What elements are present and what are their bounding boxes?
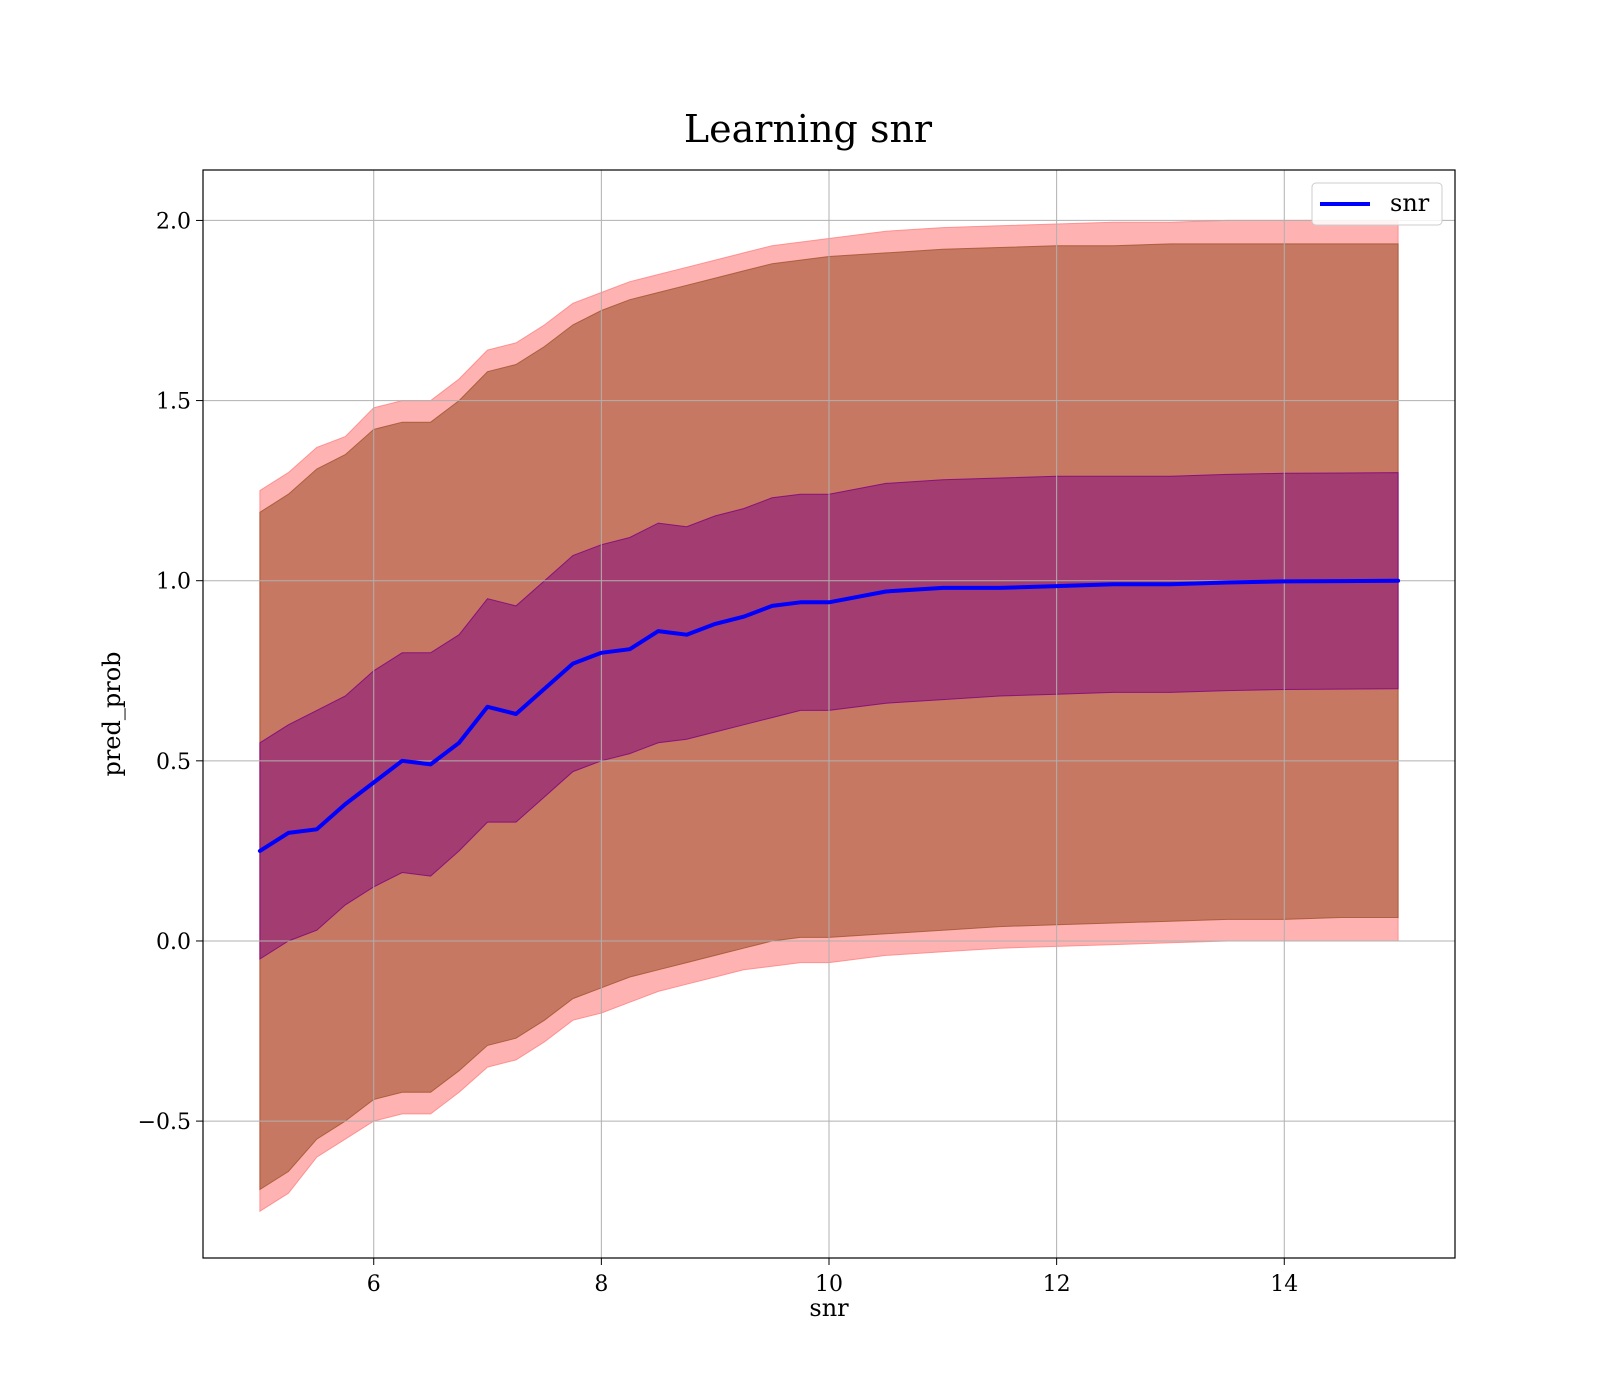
legend-box [1311,182,1443,226]
x-axis: 6 8 10 12 14 [367,1258,1298,1297]
x-tick-label: 14 [1270,1272,1298,1297]
y-tick-label: 1.5 [156,390,191,415]
y-tick-label: −0.5 [138,1110,191,1135]
x-tick-label: 12 [1043,1272,1071,1297]
legend: snr [1311,182,1443,226]
x-tick-label: 6 [367,1272,381,1297]
confidence-band-3 [259,472,1399,960]
y-tick-label: 0.0 [156,930,191,955]
y-tick-label: 2.0 [156,209,191,234]
y-tick-label: 1.0 [156,570,191,595]
x-tick-label: 8 [594,1272,608,1297]
y-axis: −0.5 0.0 0.5 1.0 1.5 2.0 [138,209,203,1135]
y-axis-label: pred_prob [98,651,126,776]
series-line-snr [257,578,1401,853]
y-tick-label: 0.5 [156,750,191,775]
series-layer [257,578,1401,853]
x-tick-label: 10 [815,1272,843,1297]
chart-title: Learning snr [684,107,933,151]
x-axis-label: snr [809,1294,849,1322]
legend-label: snr [1390,189,1430,217]
